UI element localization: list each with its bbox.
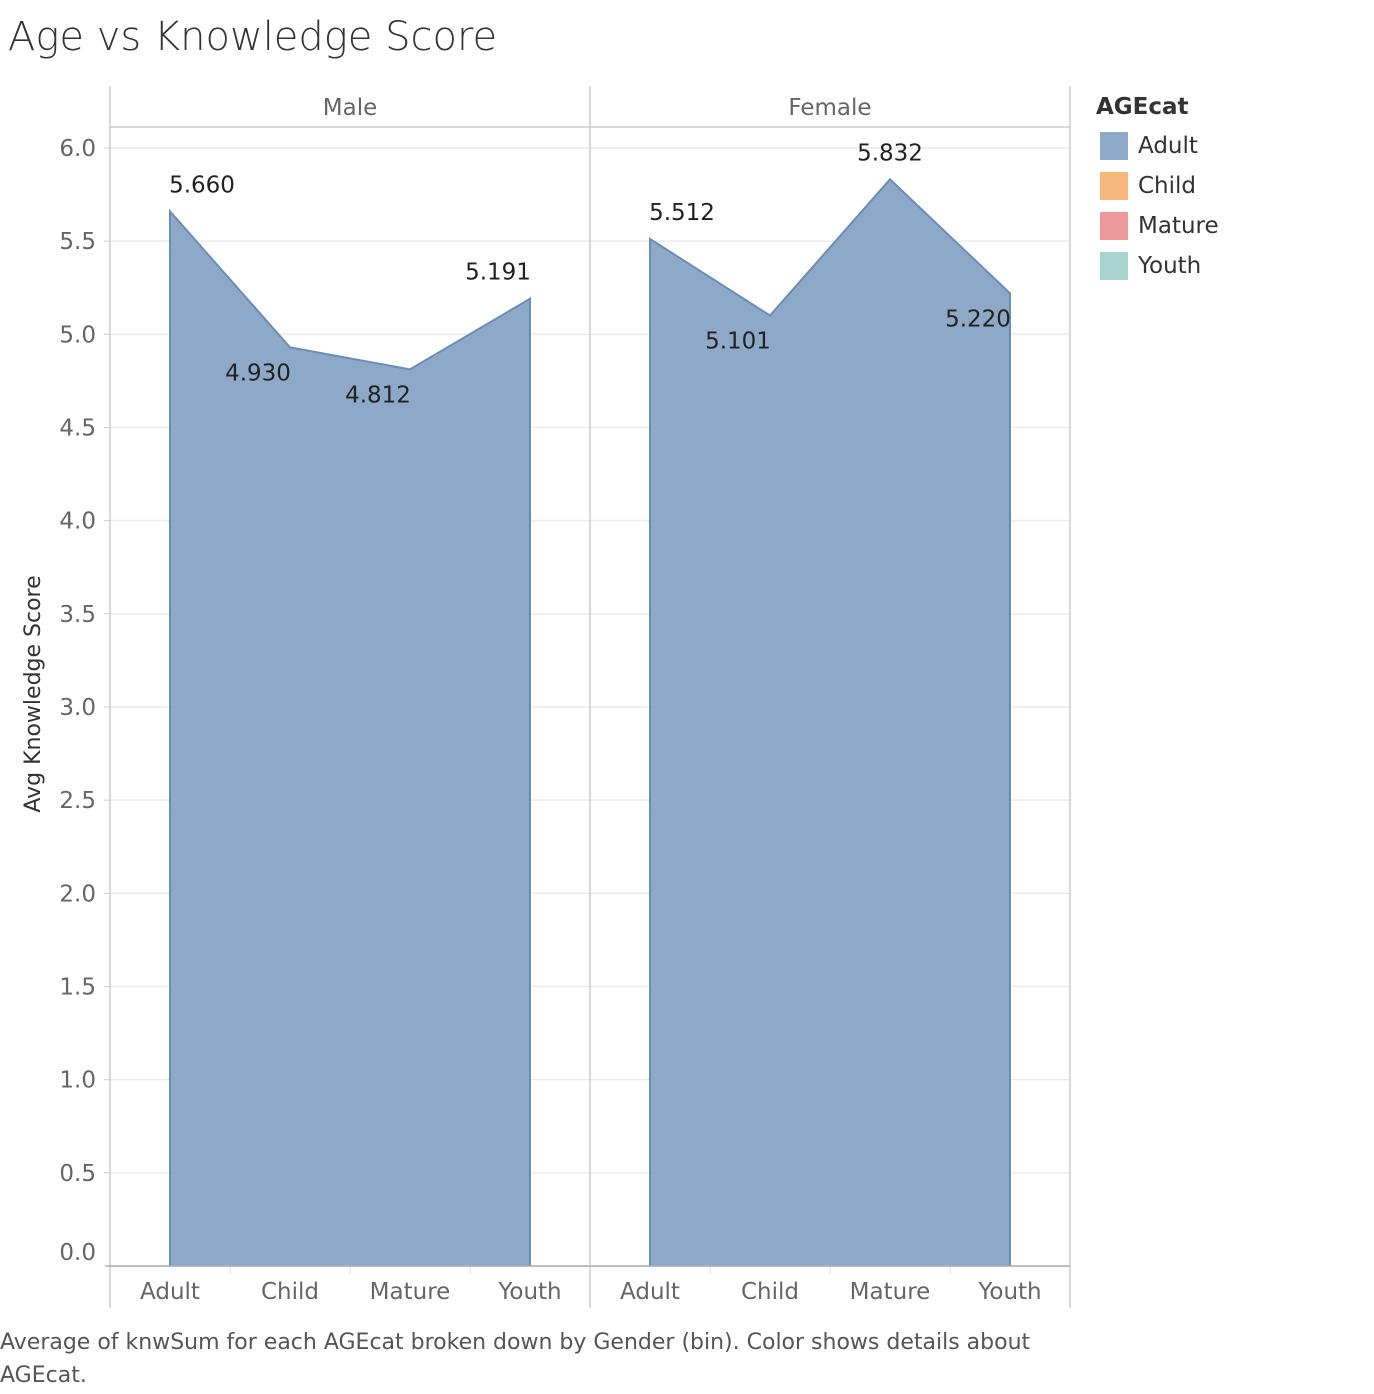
area-male (170, 211, 530, 1267)
area-line-male (169, 208, 531, 1266)
legend-swatch-mature (1100, 212, 1128, 240)
data-label-female-child: 5.101 (705, 329, 771, 355)
data-label-male-child: 4.930 (225, 360, 291, 386)
x-tick-label-male-youth: Youth (497, 1279, 561, 1305)
chart-title: Age vs Knowledge Score (8, 14, 498, 60)
legend-label-adult: Adult (1138, 133, 1198, 159)
x-tick-label-male-mature: Mature (370, 1279, 451, 1305)
y-tick-label-12: 6.0 (59, 136, 96, 162)
y-axis-label: Avg Knowledge Score (21, 575, 46, 812)
x-tick-label-female-adult: Adult (620, 1279, 680, 1305)
data-label-male-adult: 5.660 (169, 172, 235, 198)
y-tick-label-3: 1.5 (59, 975, 96, 1001)
point-male-adult (169, 210, 171, 213)
y-tick-label-9: 4.5 (59, 416, 96, 442)
legend-title: AGEcat (1096, 94, 1189, 120)
data-label-female-mature: 5.832 (857, 140, 923, 166)
data-label-male-mature: 4.812 (345, 382, 411, 408)
legend-swatch-youth (1100, 252, 1128, 280)
area-female (650, 179, 1010, 1267)
legend-swatch-child (1100, 172, 1128, 200)
y-tick-label-10: 5.0 (59, 322, 96, 348)
legend-swatch-adult (1100, 132, 1128, 160)
point-female-child (769, 314, 771, 317)
y-tick-label-5: 2.5 (59, 788, 96, 814)
legend-item-child[interactable]: Child (1096, 166, 1219, 206)
y-tick-label-0: 0.0 (59, 1240, 96, 1266)
point-male-mature (409, 368, 411, 371)
legend: AGEcat Adult Child Mature Youth (1096, 92, 1219, 286)
panel-header-female: Female (788, 95, 871, 121)
y-tick-label-6: 3.0 (59, 695, 96, 721)
y-tick-label-2: 1.0 (59, 1068, 96, 1094)
legend-label-child: Child (1138, 173, 1197, 199)
legend-item-adult[interactable]: Adult (1096, 126, 1219, 166)
chart-caption: Average of knwSum for each AGEcat broken… (0, 1330, 1031, 1388)
x-tick-label-male-child: Child (261, 1279, 319, 1305)
y-tick-label-1: 0.5 (59, 1161, 96, 1187)
x-tick-label-female-child: Child (741, 1279, 799, 1305)
point-male-child (289, 346, 291, 349)
y-tick-label-4: 2.0 (59, 881, 96, 907)
point-female-adult (649, 237, 651, 240)
area-line-female (649, 177, 1011, 1266)
point-female-youth (1009, 292, 1011, 295)
x-tick-label-male-adult: Adult (140, 1279, 200, 1305)
legend-item-youth[interactable]: Youth (1096, 246, 1219, 286)
point-female-mature (889, 178, 891, 181)
point-male-youth (529, 297, 531, 300)
y-tick-label-7: 3.5 (59, 602, 96, 628)
y-tick-label-8: 4.0 (59, 509, 96, 535)
x-tick-label-female-youth: Youth (977, 1279, 1041, 1305)
legend-label-mature: Mature (1138, 213, 1219, 239)
panel-header-male: Male (323, 95, 377, 121)
y-tick-label-11: 5.5 (59, 229, 96, 255)
legend-item-mature[interactable]: Mature (1096, 206, 1219, 246)
area-chart: 0.0 0.5 1.0 1.5 2.0 2.5 3.0 3.5 4.0 4.5 5.0 5.5 6.0 M… (21, 86, 1071, 1308)
x-tick-label-female-mature: Mature (850, 1279, 931, 1305)
data-label-female-adult: 5.512 (649, 200, 715, 226)
data-label-male-youth: 5.191 (465, 260, 531, 286)
legend-label-youth: Youth (1138, 253, 1202, 279)
data-label-female-youth: 5.220 (945, 306, 1011, 332)
